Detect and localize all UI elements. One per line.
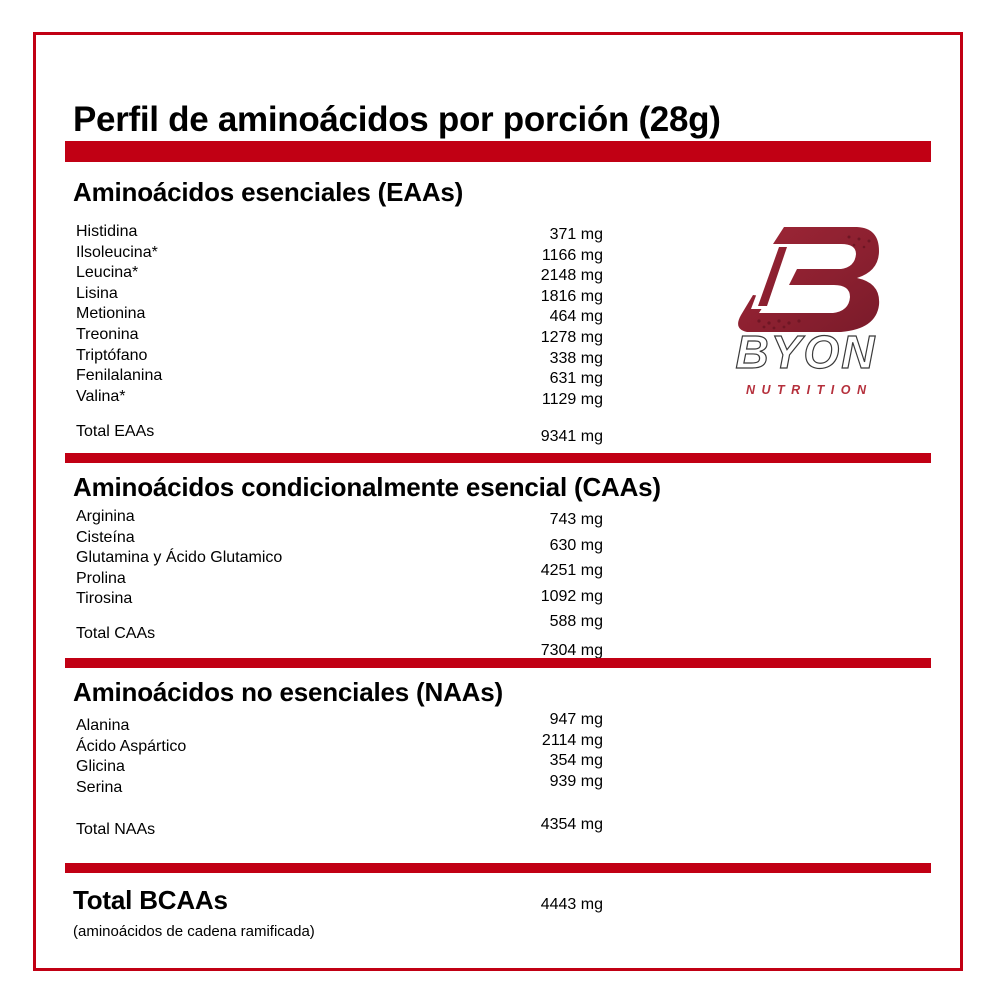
list-item-value: 1092 mg: [540, 587, 603, 605]
total-label-naas: Total NAAs: [76, 821, 156, 838]
amino-value-column-naas: 947 mg 2114 mg 354 mg 939 mg: [423, 710, 603, 792]
total-bcaas-title: Total BCAAs: [73, 885, 228, 915]
byon-logo: BYON NUTRITION: [681, 225, 931, 405]
byon-tagline: NUTRITION: [745, 383, 873, 397]
svg-text:BYON: BYON: [736, 329, 877, 377]
list-item: Arginina: [76, 508, 135, 525]
list-item: Leucina*: [76, 264, 139, 282]
list-item: Tirosina: [76, 590, 133, 608]
list-item-value: 2148 mg: [540, 267, 603, 285]
list-item-value: 1816 mg: [540, 287, 603, 305]
amino-label-column-naas: Alanina Ácido Aspártico Glicina Serina: [76, 716, 186, 798]
section-heading-eaas: Aminoácidos esenciales (EAAs): [73, 177, 464, 207]
divider-bar-caas: [65, 658, 931, 668]
list-item-value: 630 mg: [549, 536, 603, 554]
section-heading-caas: Aminoácidos condicionalmente esencial (C…: [73, 472, 661, 502]
list-item-value: 743 mg: [549, 511, 603, 528]
list-item: Glutamina y Ácido Glutamico: [76, 549, 283, 567]
total-label-eaas: Total EAAs: [76, 423, 155, 440]
total-label-caas: Total CAAs: [76, 625, 156, 642]
amino-label-column-eaas: Histidina Ilsoleucina* Leucina* Lisina M…: [76, 222, 162, 407]
list-item: Serina: [76, 778, 123, 796]
section-heading-naas: Aminoácidos no esenciales (NAAs): [73, 677, 503, 707]
list-item: Histidina: [76, 223, 138, 240]
list-item: Valina*: [76, 387, 126, 405]
total-value-naas: 4354 mg: [540, 816, 603, 833]
list-item-value: 947 mg: [549, 711, 603, 728]
list-item-value: 588 mg: [549, 613, 603, 630]
list-item: Metionina: [76, 305, 146, 323]
total-bcaas-value: 4443 mg: [540, 896, 603, 913]
divider-bar-eaas: [65, 453, 931, 463]
list-item-value: 338 mg: [549, 349, 603, 367]
list-item-value: 2114 mg: [541, 731, 603, 749]
list-item-value: 371 mg: [549, 226, 603, 243]
divider-bar-top: [65, 141, 931, 162]
list-item-value: 464 mg: [549, 308, 603, 326]
list-item-value: 1129 mg: [541, 390, 603, 408]
total-value-eaas: 9341 mg: [540, 428, 603, 445]
list-item: Ácido Aspártico: [76, 737, 187, 755]
total-value-caas: 7304 mg: [540, 642, 603, 659]
list-item-value: 1278 mg: [540, 328, 603, 346]
list-item-value: 354 mg: [549, 752, 603, 770]
amino-label-column-caas: Arginina Cisteína Glutamina y Ácido Glut…: [76, 507, 282, 610]
amino-value-column-caas: 743 mg 630 mg 4251 mg 1092 mg 588 mg: [423, 507, 603, 635]
byon-b-mark-icon: [738, 227, 880, 332]
list-item: Prolina: [76, 569, 126, 587]
amino-value-column-eaas: 371 mg 1166 mg 2148 mg 1816 mg 464 mg 12…: [423, 225, 603, 410]
list-item-value: 939 mg: [549, 772, 603, 790]
list-item-value: 631 mg: [549, 370, 603, 388]
list-item-value: 1166 mg: [541, 246, 603, 264]
list-item: Triptófano: [76, 346, 148, 364]
list-item-value: 4251 mg: [540, 562, 603, 579]
list-item: Lisina: [76, 284, 118, 302]
nutrition-panel: Perfil de aminoácidos por porción (28g) …: [33, 32, 963, 971]
list-item: Cisteína: [76, 528, 135, 546]
total-bcaas-subtitle: (aminoácidos de cadena ramificada): [73, 923, 315, 940]
divider-bar-naas: [65, 863, 931, 873]
page-title: Perfil de aminoácidos por porción (28g): [73, 100, 721, 140]
list-item: Treonina: [76, 325, 139, 343]
list-item: Glicina: [76, 758, 125, 776]
byon-wordmark: BYON: [735, 329, 877, 377]
list-item: Alanina: [76, 717, 130, 734]
list-item: Fenilalanina: [76, 367, 163, 385]
list-item: Ilsoleucina*: [76, 243, 158, 261]
